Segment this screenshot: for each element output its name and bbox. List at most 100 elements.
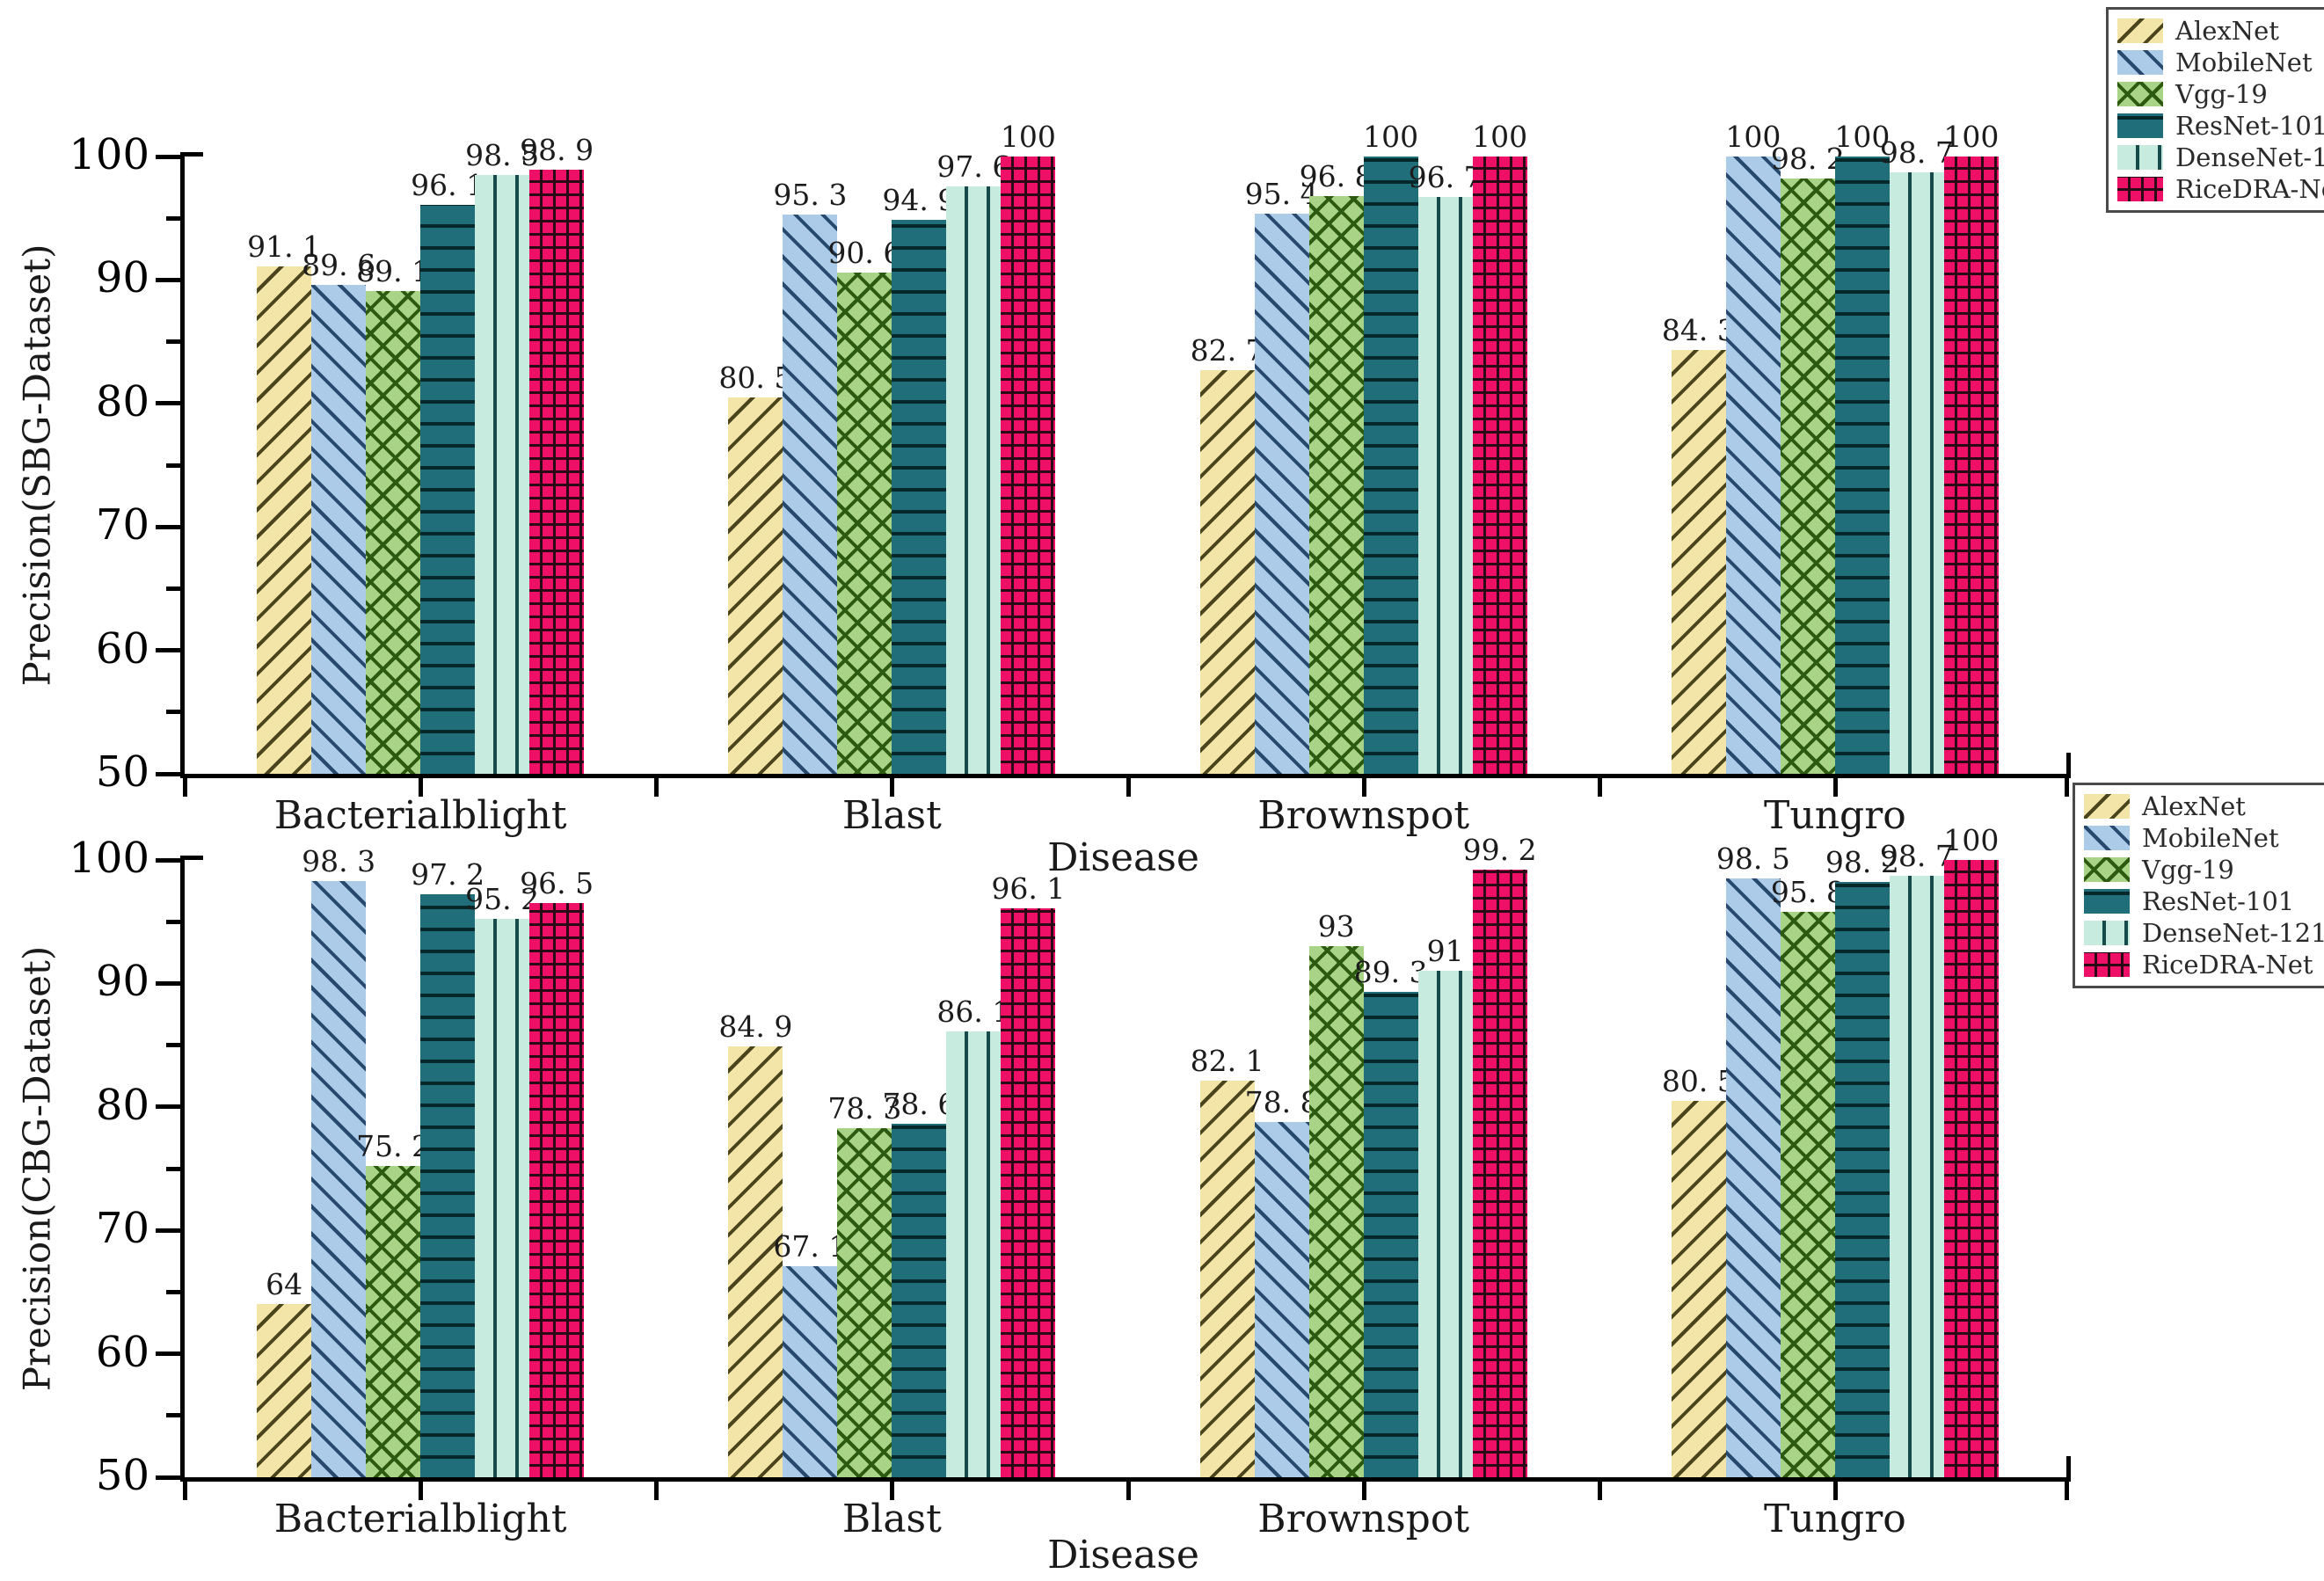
bar-value-label-mobilenet-tungro: 98. 5	[1716, 842, 1790, 877]
chart-cbg: Precision(CBG-Dataset) 50 60 70 80 90 100 64 98…	[16, 825, 2071, 1581]
x-tick-3	[890, 774, 895, 797]
bar-value-label-alexnet-tungro: 84. 3	[1661, 313, 1736, 348]
bar-value-label-densenet-121-tungro: 98. 7	[1879, 135, 1954, 171]
y-tick-80	[156, 401, 180, 406]
legend-row-resnet-101: ResNet-101	[2084, 886, 2324, 916]
bar-alexnet-bacterialblight: 64	[257, 1269, 312, 1477]
x-tick-label-blast: Blast	[841, 1497, 942, 1541]
legend-swatch-mobilenet	[2084, 826, 2130, 850]
legend-cbg: AlexNet MobileNet Vgg-19 ResNet-101 DenseNet…	[2073, 783, 2324, 988]
legend-swatch-vgg-19	[2117, 82, 2163, 106]
legend-row-mobilenet: MobileNet	[2084, 823, 2324, 853]
bar-value-label-ricedra-net-bacterialblight: 96. 5	[520, 866, 594, 901]
bar-vgg-19-tungro: 98. 2	[1771, 143, 1845, 774]
bar-vgg-19-blast: 90. 6	[827, 237, 901, 774]
x-tick-8	[2065, 774, 2069, 797]
legend-swatch-ricedra-net	[2084, 952, 2130, 977]
x-tick-2	[654, 1477, 659, 1500]
x-tick-label-blast: Blast	[841, 793, 942, 838]
bar-densenet-121-blast: 86. 1	[936, 996, 1010, 1477]
bar-resnet-101-bacterialblight: 97. 2	[411, 859, 484, 1477]
legend-swatch-vgg-19	[2084, 857, 2130, 882]
y-tick-90	[156, 980, 180, 986]
bar-value-label-mobilenet-tungro: 100	[1725, 120, 1781, 154]
legend-row-ricedra-net: RiceDRA-Net	[2084, 950, 2324, 980]
y-tick-label-70: 70	[95, 1204, 149, 1254]
y-tick-60	[156, 1352, 180, 1357]
bar-alexnet-brownspot: 82. 1	[1191, 1046, 1264, 1477]
bar-resnet-101-blast: 94. 9	[882, 184, 956, 774]
bar-value-label-resnet-101-brownspot: 89. 3	[1353, 955, 1428, 990]
bar-value-label-ricedra-net-tungro: 100	[1943, 823, 2000, 857]
legend-swatch-resnet-101	[2117, 113, 2163, 138]
y-tick-label-90: 90	[95, 957, 149, 1007]
legend-swatch-alexnet	[2084, 794, 2130, 819]
y-tick-70	[156, 524, 180, 529]
legend-swatch-densenet-121	[2117, 145, 2163, 170]
legend-row-mobilenet: MobileNet	[2117, 47, 2324, 77]
y-minor-tick-75	[166, 463, 180, 468]
bar-vgg-19-bacterialblight: 89. 1	[356, 256, 430, 774]
bar-value-label-resnet-101-blast: 94. 9	[882, 182, 957, 217]
y-minor-tick-65	[166, 1289, 180, 1294]
legend-row-vgg-19: Vgg-19	[2117, 79, 2324, 109]
bar-value-label-ricedra-net-blast: 96. 1	[991, 871, 1066, 906]
x-tick-6	[1597, 1477, 1602, 1500]
plot-area-cbg: 50 60 70 80 90 100 64 98. 3 75. 2 97. 2 95. 2 96. 5…	[69, 825, 2071, 1541]
bar-mobilenet-blast: 67. 1	[773, 1230, 847, 1477]
legend-swatch-mobilenet	[2117, 50, 2163, 75]
x-axis-title-cbg: Disease	[1047, 1533, 1199, 1577]
legend-label-mobilenet: MobileNet	[2142, 823, 2279, 853]
bar-value-label-resnet-101-tungro: 100	[1834, 120, 1891, 154]
x-tick-8	[2065, 1477, 2069, 1500]
legend-label-alexnet: AlexNet	[2142, 791, 2246, 821]
x-tick-label-bacterialblight: Bacterialblight	[273, 1497, 567, 1541]
legend-row-vgg-19: Vgg-19	[2084, 855, 2324, 885]
bar-value-label-vgg-19-bacterialblight: 89. 1	[356, 254, 431, 289]
bar-value-label-alexnet-tungro: 80. 5	[1661, 1063, 1736, 1098]
y-tick-100	[156, 154, 180, 159]
y-minor-tick-85	[166, 1043, 180, 1048]
legend-label-mobilenet: MobileNet	[2175, 47, 2313, 77]
chart-sbg: Precision(SBG-Dataset) 50 60 70 80 90 100 91. …	[16, 121, 2071, 930]
legend-swatch-ricedra-net	[2117, 177, 2163, 201]
legend-label-resnet-101: ResNet-101	[2175, 111, 2324, 141]
x-tick-label-bacterialblight: Bacterialblight	[273, 793, 567, 838]
bar-vgg-19-tungro: 95. 8	[1771, 876, 1845, 1477]
bar-vgg-19-brownspot: 93	[1308, 911, 1364, 1477]
y-minor-tick-85	[166, 339, 180, 345]
bar-mobilenet-tungro: 98. 5	[1716, 843, 1790, 1477]
bar-densenet-121-brownspot: 91	[1417, 936, 1473, 1477]
bar-value-label-vgg-19-tungro: 95. 8	[1770, 874, 1845, 909]
bar-value-label-vgg-19-brownspot: 96. 8	[1299, 158, 1373, 193]
legend-row-densenet-121: DenseNet-121	[2084, 918, 2324, 948]
legend-swatch-densenet-121	[2084, 921, 2130, 945]
bar-value-label-vgg-19-brownspot: 93	[1317, 909, 1355, 944]
bar-value-label-densenet-121-blast: 86. 1	[936, 994, 1011, 1030]
bar-mobilenet-tungro: 100	[1725, 121, 1781, 774]
bar-mobilenet-brownspot: 95. 4	[1245, 178, 1319, 774]
bar-value-label-densenet-121-brownspot: 96. 7	[1408, 160, 1483, 195]
bar-value-label-densenet-121-bacterialblight: 95. 2	[465, 882, 540, 917]
y-tick-90	[156, 277, 180, 282]
legend-label-ricedra-net: RiceDRA-Net	[2142, 950, 2313, 980]
bar-value-label-ricedra-net-brownspot: 99. 2	[1462, 833, 1537, 868]
bar-value-label-resnet-101-bacterialblight: 96. 1	[411, 167, 485, 202]
bar-value-label-resnet-101-brownspot: 100	[1363, 120, 1419, 154]
bar-vgg-19-brownspot: 96. 8	[1300, 160, 1373, 774]
y-minor-tick-95	[166, 919, 180, 924]
legend-label-densenet-121: DenseNet-121	[2175, 142, 2324, 172]
x-axis-title-sbg: Disease	[1047, 835, 1199, 880]
legend-row-ricedra-net: RiceDRA-Net	[2117, 174, 2324, 204]
bar-mobilenet-blast: 95. 3	[773, 179, 847, 774]
axis-corner-stub-top	[180, 152, 203, 157]
y-tick-label-100: 100	[69, 834, 149, 883]
plot-area-sbg: 50 60 70 80 90 100 91. 1 89. 6 89. 1 96. 1 98. 5 98…	[69, 121, 2071, 838]
bar-value-label-mobilenet-brownspot: 78. 8	[1244, 1084, 1319, 1119]
x-tick-4	[1126, 1477, 1131, 1500]
axis-corner-stub-top	[180, 856, 203, 860]
bar-value-label-mobilenet-bacterialblight: 98. 3	[302, 843, 376, 878]
y-minor-tick-65	[166, 586, 180, 591]
bar-value-label-alexnet-brownspot: 82. 1	[1190, 1044, 1264, 1079]
